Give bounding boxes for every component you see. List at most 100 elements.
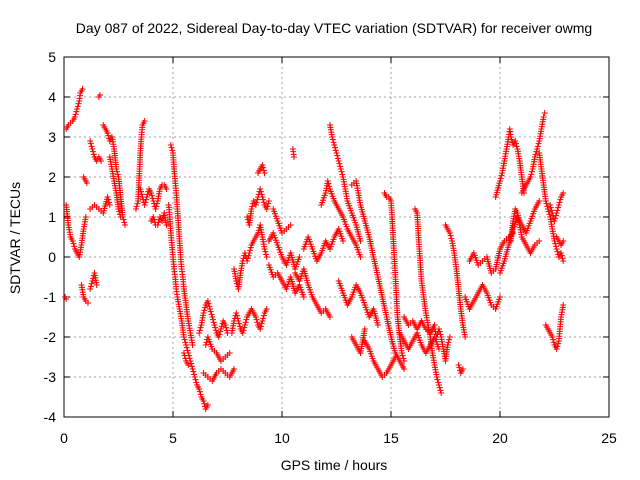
data-point (558, 250, 565, 256)
data-point (245, 252, 252, 259)
data-point (252, 314, 259, 320)
data-point (263, 306, 270, 312)
data-point (534, 143, 541, 150)
data-point (226, 350, 233, 356)
data-point (547, 204, 554, 211)
data-point (201, 304, 208, 311)
data-point (122, 222, 129, 228)
data-point (560, 238, 567, 244)
data-point (133, 203, 140, 210)
data-point (544, 203, 551, 210)
data-point (261, 246, 268, 252)
data-point (528, 171, 535, 178)
data-point (89, 146, 96, 152)
data-point (71, 114, 78, 120)
data-point (138, 191, 145, 198)
data-point (263, 206, 270, 212)
data-point (141, 118, 148, 124)
data-point (535, 140, 542, 147)
data-point (536, 198, 543, 204)
data-point (239, 330, 246, 336)
data-point (437, 331, 444, 338)
data-point (257, 326, 264, 332)
data-point (70, 240, 77, 247)
data-point (149, 195, 156, 202)
data-point (154, 222, 161, 228)
data-point (159, 218, 166, 224)
data-point (448, 235, 455, 242)
data-point (196, 386, 203, 392)
data-point (456, 364, 463, 371)
y-axis-label: SDTVAR / TECUs (7, 182, 23, 294)
data-point (528, 168, 535, 175)
data-point (512, 140, 519, 147)
data-point (96, 92, 103, 98)
data-point (446, 334, 453, 340)
data-point (152, 206, 159, 212)
data-point (151, 216, 158, 223)
data-point (334, 152, 341, 159)
data-point (261, 170, 268, 176)
data-point (148, 192, 155, 199)
data-point (556, 199, 563, 206)
data-point (116, 211, 123, 218)
data-point (191, 371, 198, 378)
data-point (247, 247, 254, 254)
data-point (552, 212, 559, 219)
data-point (142, 199, 149, 206)
data-point (243, 316, 250, 323)
data-point (260, 164, 267, 171)
y-tick-label: -1 (44, 289, 57, 305)
data-point (137, 186, 144, 192)
data-point (196, 327, 203, 334)
data-point (87, 140, 94, 147)
data-point (497, 178, 503, 184)
data-point (260, 199, 267, 206)
data-point (560, 302, 567, 308)
y-tick-label: -4 (44, 409, 57, 425)
data-point (88, 280, 95, 287)
x-tick-label: 15 (383, 430, 399, 446)
data-point (558, 252, 565, 259)
data-point (531, 154, 538, 160)
data-point (117, 214, 124, 220)
data-point (116, 208, 123, 215)
data-point (90, 148, 97, 155)
data-point (550, 339, 557, 346)
data-point (553, 246, 560, 252)
data-point (338, 168, 345, 175)
data-point (144, 191, 151, 198)
y-tick-label: -3 (44, 369, 57, 385)
data-point (513, 143, 520, 150)
data-point (141, 202, 148, 208)
x-tick-label: 5 (169, 430, 177, 446)
data-point (150, 214, 157, 220)
data-point (241, 324, 248, 331)
data-point (249, 203, 256, 210)
y-tick-label: 3 (48, 129, 56, 145)
data-point (83, 180, 90, 186)
data-point (206, 303, 213, 310)
data-point (184, 347, 191, 354)
data-point (335, 158, 342, 164)
data-point (392, 354, 399, 360)
data-point (200, 310, 207, 316)
data-point (434, 376, 441, 383)
data-point (207, 308, 214, 315)
data-point (244, 255, 251, 262)
data-point (560, 258, 567, 264)
data-point (258, 320, 265, 327)
data-point (244, 214, 251, 220)
data-point (236, 320, 243, 327)
data-point (325, 180, 332, 187)
data-point (120, 216, 127, 223)
data-point (546, 211, 553, 218)
data-point (263, 251, 270, 258)
data-point (134, 200, 141, 207)
y-tick-label: 0 (48, 249, 56, 265)
data-point (212, 324, 219, 331)
data-point (357, 238, 364, 244)
data-point (436, 328, 443, 335)
data-point (197, 324, 204, 331)
data-point (324, 178, 331, 184)
